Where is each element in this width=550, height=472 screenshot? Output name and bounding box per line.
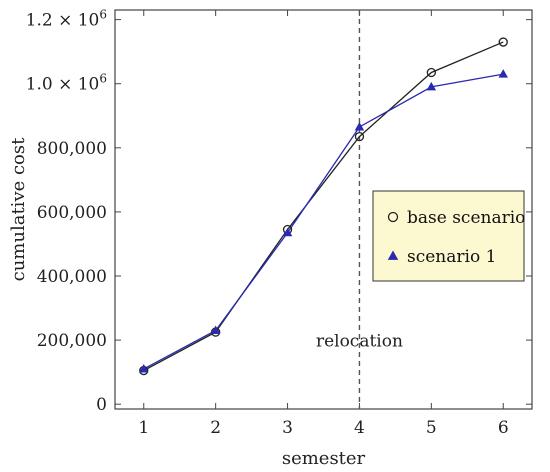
- data-point-scenario-1: [426, 81, 437, 91]
- ticks-layer: 1 2 3 4 5 6 0 200,000 400,000 600,000 800,000 1.0 ×…: [26, 8, 532, 438]
- plot-frame: [114, 9, 533, 410]
- data-point-base-scenario: [498, 37, 508, 47]
- y-tick-label: 1.2 × 106: [26, 8, 107, 31]
- y-axis-title: cumulative cost: [8, 137, 29, 282]
- y-tick-label: 400,000: [37, 267, 107, 287]
- data-point-scenario-1: [139, 363, 149, 373]
- y-tick-label: 0: [96, 395, 107, 415]
- data-point-base-scenario: [426, 67, 436, 78]
- legend: base scenario scenario 1: [372, 190, 525, 282]
- data-point-scenario-1: [210, 325, 221, 334]
- legend-box: [372, 190, 525, 282]
- x-tick-label: 4: [354, 418, 365, 438]
- legend-label-scenario-1: scenario 1: [407, 247, 496, 267]
- y-tick-label: 1.0 × 106: [26, 72, 107, 95]
- y-tick-label: 800,000: [37, 139, 107, 159]
- series-line-1: [143, 73, 504, 370]
- data-point-base-scenario: [354, 131, 365, 142]
- legend-label-base-scenario: base scenario: [407, 208, 525, 228]
- x-tick-label: 3: [282, 418, 293, 438]
- relocation-label: relocation: [316, 332, 403, 352]
- series-line-0: [143, 41, 504, 372]
- data-point-scenario-1: [282, 227, 293, 237]
- x-tick-label: 1: [138, 418, 149, 438]
- x-tick-label: 5: [426, 418, 437, 438]
- data-point-scenario-1: [498, 69, 508, 78]
- data-point-scenario-1: [354, 121, 365, 131]
- series-layer: [139, 37, 508, 376]
- x-tick-label: 2: [210, 418, 221, 438]
- legend-marker-base-scenario: [387, 211, 399, 223]
- x-tick-label: 6: [498, 418, 509, 438]
- y-tick-label: 200,000: [37, 331, 107, 351]
- y-tick-label: 600,000: [37, 203, 107, 223]
- x-axis-title: semester: [282, 448, 366, 469]
- legend-marker-scenario-1: [387, 250, 399, 260]
